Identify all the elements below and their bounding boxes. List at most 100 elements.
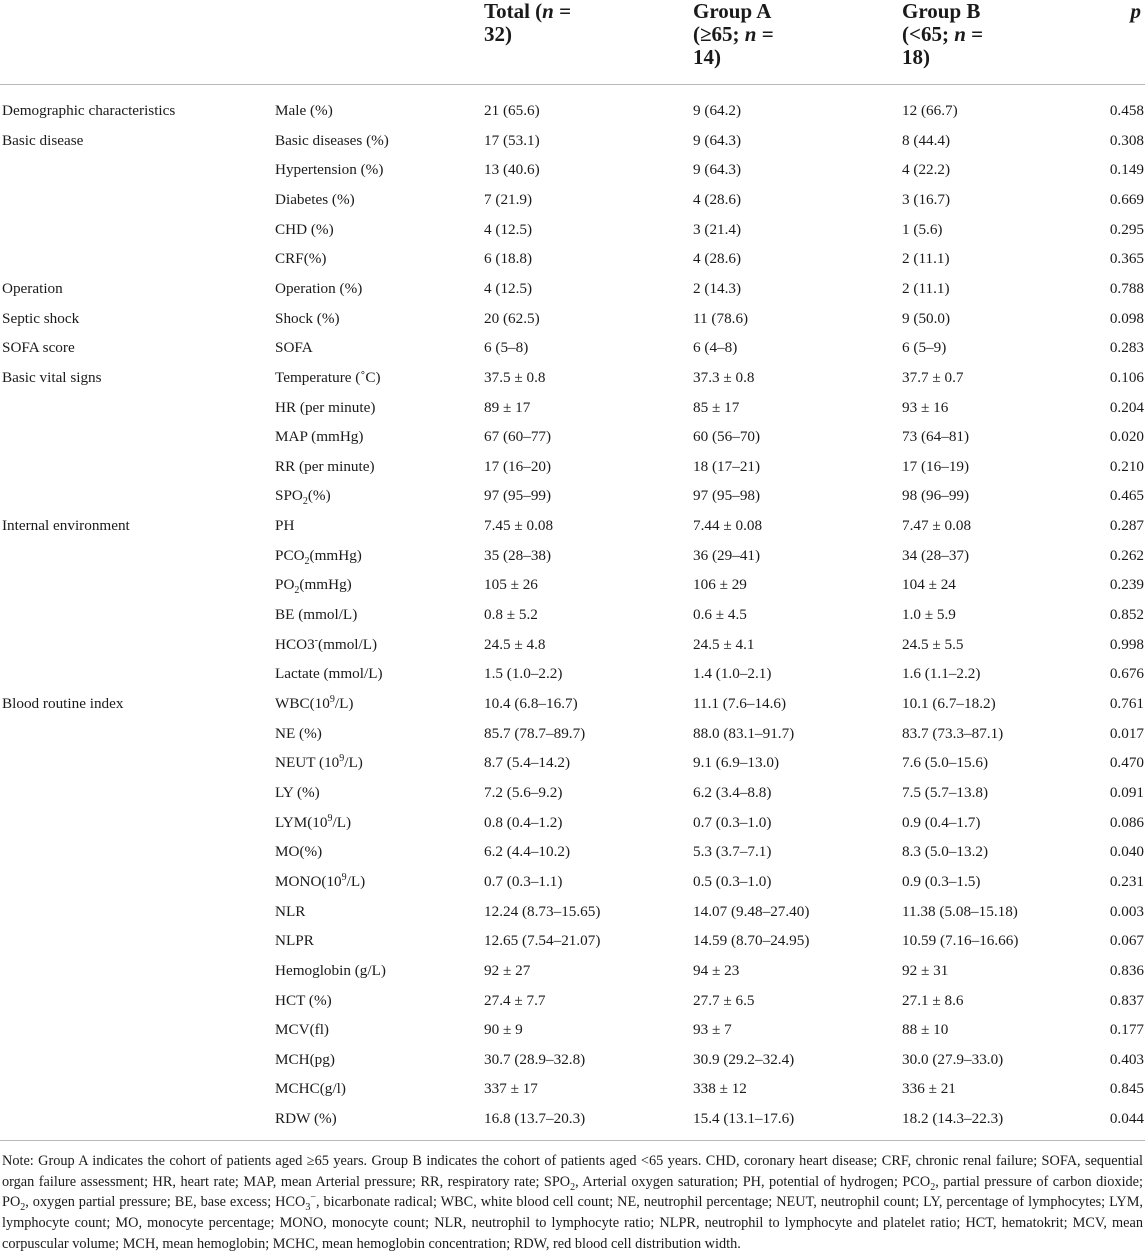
header-total: Total (n = 32) — [484, 0, 571, 46]
variable-text: MONO(10 — [275, 872, 342, 890]
p-value-cell: 0.998 — [1109, 635, 1144, 653]
p-value-cell: 0.295 — [1109, 220, 1144, 238]
header-group-a-count: 14) — [693, 45, 721, 69]
header-group-a-n: n — [744, 22, 757, 46]
table-row: Demographic characteristics Male (%) 21 (6… — [0, 97, 1145, 127]
table-row: BE (mmol/L) 0.8 ± 5.2 0.6 ± 4.5 1.0 ± 5.9 0.… — [0, 601, 1145, 631]
variable-text: LYM(10 — [275, 813, 328, 831]
total-cell: 7.45 ± 0.08 — [484, 517, 554, 535]
p-value-cell: 0.465 — [1109, 487, 1144, 505]
variable-cell: NE (%) — [275, 724, 322, 742]
variable-cell: Temperature (˚C) — [275, 368, 381, 386]
note-text-2: , Arterial oxygen saturation; PH, potent… — [575, 1173, 931, 1190]
variable-cell: Basic diseases (%) — [275, 131, 389, 149]
variable-cell: MCV(fl) — [275, 1021, 329, 1039]
category-cell: Blood routine index — [2, 695, 124, 712]
group-b-cell: 1.6 (1.1–2.2) — [902, 665, 981, 683]
group-b-cell: 3 (16.7) — [902, 190, 951, 208]
variable-text: HCO3 — [275, 635, 315, 653]
group-a-cell: 37.3 ± 0.8 — [693, 368, 755, 386]
group-b-cell: 93 ± 16 — [902, 398, 949, 416]
group-a-cell: 85 ± 17 — [693, 398, 740, 416]
group-a-cell: 14.59 (8.70–24.95) — [693, 932, 810, 950]
p-value-cell: 0.086 — [1109, 813, 1144, 831]
variable-cell: CRF(%) — [275, 250, 327, 268]
variable-cell: LYM(109/L) — [275, 812, 351, 832]
category-cell: Demographic characteristics — [2, 102, 176, 119]
table-row: RDW (%) 16.8 (13.7–20.3) 15.4 (13.1–17.6) 1… — [0, 1105, 1145, 1135]
variable-cell: Male (%) — [275, 102, 333, 119]
category-cell: Septic shock — [2, 309, 80, 327]
variable-superscript: 9 — [339, 753, 345, 765]
header-p-text: p — [1130, 0, 1142, 23]
variable-superscript: - — [314, 634, 319, 646]
group-b-cell: 8.3 (5.0–13.2) — [902, 843, 989, 861]
group-b-cell: 12 (66.7) — [902, 102, 958, 119]
p-value-cell: 0.204 — [1109, 398, 1144, 416]
table-row: HCO3-(mmol/L) 24.5 ± 4.8 24.5 ± 4.1 24.5 ± … — [0, 631, 1145, 661]
table-row: MCH(pg) 30.7 (28.9–32.8) 30.9 (29.2–32.4) 3… — [0, 1046, 1145, 1076]
table-row: LYM(109/L) 0.8 (0.4–1.2) 0.7 (0.3–1.0) 0.9 … — [0, 809, 1145, 839]
total-cell: 6.2 (4.4–10.2) — [484, 843, 571, 861]
variable-cell: MO(%) — [275, 843, 323, 861]
group-b-cell: 1 (5.6) — [902, 220, 943, 238]
group-a-cell: 88.0 (83.1–91.7) — [693, 724, 795, 742]
table-note: Note: Group A indicates the cohort of pa… — [2, 1151, 1143, 1255]
note-sub-1: 2 — [570, 1181, 576, 1193]
table-row: MCHC(g/l) 337 ± 17 338 ± 12 336 ± 21 0.845 — [0, 1075, 1145, 1105]
variable-subscript: 2 — [304, 555, 310, 567]
variable-cell: LY (%) — [275, 783, 320, 801]
header-total-count: 32) — [484, 22, 512, 46]
total-cell: 105 ± 26 — [484, 576, 538, 594]
header-group-b: Group B (<65; n = 18) — [902, 0, 983, 69]
table-row: SPO2(%) 97 (95–99) 97 (95–98) 98 (96–99) 0.4… — [0, 482, 1145, 512]
group-b-cell: 83.7 (73.3–87.1) — [902, 724, 1004, 742]
p-value-cell: 0.403 — [1109, 1050, 1144, 1068]
variable-cell: Diabetes (%) — [275, 190, 355, 208]
total-cell: 20 (62.5) — [484, 309, 540, 327]
group-b-cell: 6 (5–9) — [902, 339, 947, 357]
variable-cell: MAP (mmHg) — [275, 428, 364, 446]
variable-superscript: 9 — [327, 812, 333, 824]
total-cell: 37.5 ± 0.8 — [484, 368, 546, 386]
variable-cell: SPO2(%) — [275, 487, 331, 507]
variable-cell: PCO2(mmHg) — [275, 547, 362, 567]
variable-cell: MCHC(g/l) — [275, 1080, 346, 1098]
variable-superscript: 9 — [329, 693, 335, 705]
variable-cell: HCT (%) — [275, 991, 332, 1009]
group-a-cell: 15.4 (13.1–17.6) — [693, 1110, 795, 1128]
group-a-cell: 106 ± 29 — [693, 576, 747, 594]
table-row: NLR 12.24 (8.73–15.65) 14.07 (9.48–27.40) 1… — [0, 898, 1145, 928]
variable-unit: /L) — [344, 754, 363, 772]
variable-text: SPO — [275, 487, 303, 505]
header-rule — [0, 84, 1145, 85]
group-a-cell: 27.7 ± 6.5 — [693, 991, 755, 1009]
group-a-cell: 9 (64.2) — [693, 102, 742, 119]
group-b-cell: 7.5 (5.7–13.8) — [902, 783, 989, 801]
header-group-a: Group A (≥65; n = 14) — [693, 0, 774, 69]
group-a-cell: 24.5 ± 4.1 — [693, 635, 755, 653]
p-value-cell: 0.761 — [1109, 695, 1144, 712]
variable-unit: (mmHg) — [299, 576, 352, 594]
table-row: CRF(%) 6 (18.8) 4 (28.6) 2 (11.1) 0.365 — [0, 245, 1145, 275]
group-b-cell: 98 (96–99) — [902, 487, 970, 505]
group-a-cell: 1.4 (1.0–2.1) — [693, 665, 772, 683]
table-row: MONO(109/L) 0.7 (0.3–1.1) 0.5 (0.3–1.0) 0.9… — [0, 868, 1145, 898]
group-a-cell: 9 (64.3) — [693, 131, 742, 149]
table-row: SOFA score SOFA 6 (5–8) 6 (4–8) 6 (5–9) 0.283 — [0, 334, 1145, 364]
total-cell: 97 (95–99) — [484, 487, 552, 505]
group-b-cell: 104 ± 24 — [902, 576, 956, 594]
p-value-cell: 0.003 — [1109, 902, 1144, 920]
variable-cell: SOFA — [275, 339, 313, 357]
p-value-cell: 0.283 — [1109, 339, 1144, 357]
group-a-cell: 11 (78.6) — [693, 309, 749, 327]
group-a-cell: 4 (28.6) — [693, 190, 742, 208]
group-b-cell: 7.47 ± 0.08 — [902, 517, 972, 535]
table-row: Hypertension (%) 13 (40.6) 9 (64.3) 4 (22.2… — [0, 156, 1145, 186]
table-row: NLPR 12.65 (7.54–21.07) 14.59 (8.70–24.95)… — [0, 927, 1145, 957]
total-cell: 7 (21.9) — [484, 190, 533, 208]
header-group-b-count: 18) — [902, 45, 930, 69]
group-b-cell: 88 ± 10 — [902, 1021, 949, 1039]
p-value-cell: 0.669 — [1109, 190, 1144, 208]
variable-cell: HCO3-(mmol/L) — [275, 634, 377, 654]
